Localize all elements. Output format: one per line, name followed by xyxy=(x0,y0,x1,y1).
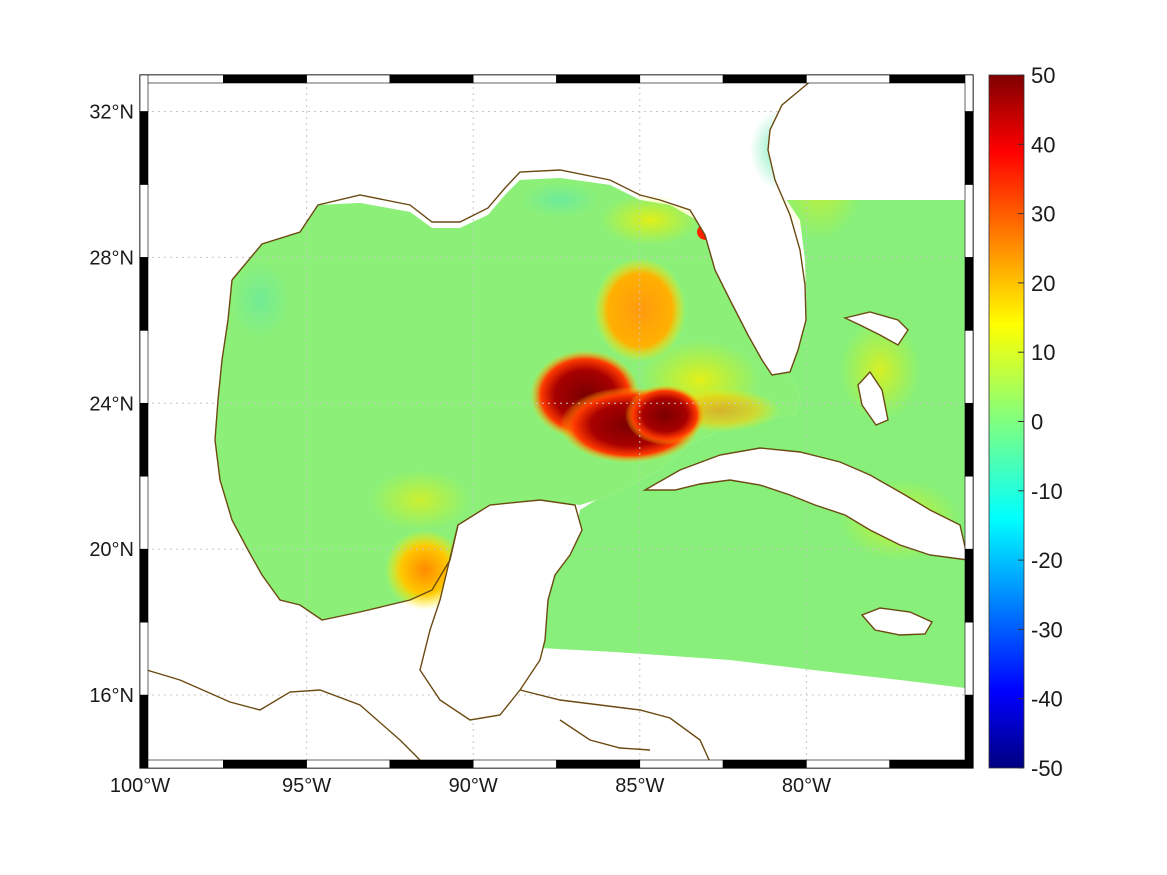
mainland-outline xyxy=(139,169,711,763)
border-seg-left xyxy=(139,402,149,477)
cuba-coast xyxy=(642,447,969,561)
border-seg-top xyxy=(889,74,974,84)
border-seg-left xyxy=(139,74,149,112)
border-seg-top xyxy=(472,74,557,84)
border-seg-right xyxy=(964,475,974,550)
border-seg-right xyxy=(964,402,974,477)
border-seg-bottom xyxy=(223,759,307,769)
yucatan-coast xyxy=(419,499,583,721)
lat-tick-label: 28°N xyxy=(89,247,134,269)
border-seg-left xyxy=(139,111,149,185)
lat-tick-label: 24°N xyxy=(89,393,134,415)
latitude-labels: 16°N 20°N 24°N 28°N 32°N xyxy=(89,101,134,707)
border-seg-left xyxy=(139,184,149,258)
border-seg-bottom xyxy=(389,759,474,769)
border-seg-right xyxy=(964,548,974,623)
lon-tick-label: 85°W xyxy=(615,775,664,797)
jamaica-coast xyxy=(860,607,933,636)
border-seg-top xyxy=(556,74,641,84)
coastlines xyxy=(419,79,973,721)
lat-tick-label: 32°N xyxy=(89,101,134,123)
colorbar-tick-label: 0 xyxy=(1031,410,1043,435)
lat-tick-label: 16°N xyxy=(89,685,134,707)
border-seg-bottom xyxy=(306,759,391,769)
longitude-labels: 100°W 95°W 90°W 85°W 80°W xyxy=(110,775,831,797)
colorbar-tick-label: -50 xyxy=(1031,756,1063,781)
border-seg-top xyxy=(639,74,724,84)
border-seg-left xyxy=(139,694,149,769)
lon-tick-label: 80°W xyxy=(782,775,831,797)
colorbar-labels: 50 40 30 20 10 0 -10 -20 -30 -40 -50 xyxy=(1018,63,1063,781)
florida-coast xyxy=(659,79,973,376)
colorbar-tick-label: 10 xyxy=(1031,340,1055,365)
border-seg-right xyxy=(964,257,974,331)
border-seg-bottom xyxy=(139,759,224,769)
colorbar-tick-label: -40 xyxy=(1031,687,1063,712)
border-seg-top xyxy=(389,74,474,84)
border-seg-top xyxy=(139,74,224,84)
border-seg-left xyxy=(139,548,149,623)
border-seg-top xyxy=(806,74,891,84)
loop-current-core-feature xyxy=(530,350,705,463)
colorbar-tick-label: 40 xyxy=(1031,132,1055,157)
border-seg-right xyxy=(964,330,974,404)
border-seg-bottom xyxy=(806,759,891,769)
bahamas-coast xyxy=(857,370,889,426)
colorbar-tick-label: -10 xyxy=(1031,479,1063,504)
border-seg-top xyxy=(306,74,391,84)
border-seg-bottom xyxy=(722,759,807,769)
border-seg-top xyxy=(722,74,807,84)
border-seg-bottom xyxy=(889,759,974,769)
yellow-patch-4 xyxy=(370,470,470,530)
border-seg-right xyxy=(964,694,974,769)
border-seg-left xyxy=(139,475,149,550)
cyan-patch-3 xyxy=(230,260,290,340)
border-seg-right xyxy=(964,74,974,112)
lon-tick-label: 100°W xyxy=(110,775,170,797)
frame-checker-border xyxy=(139,74,974,769)
border-seg-right xyxy=(964,184,974,258)
lon-tick-label: 95°W xyxy=(282,775,331,797)
border-seg-left xyxy=(139,621,149,696)
yellow-patch-2 xyxy=(600,195,700,245)
colorbar-tick-label: 50 xyxy=(1031,63,1055,88)
bahamas-coast-2 xyxy=(842,311,909,346)
border-seg-bottom xyxy=(556,759,641,769)
border-seg-left xyxy=(139,330,149,404)
border-seg-right xyxy=(964,111,974,185)
colorbar-tick-label: -20 xyxy=(1031,548,1063,573)
colorbar-tick-label: 20 xyxy=(1031,271,1055,296)
lon-tick-label: 90°W xyxy=(449,775,498,797)
lat-tick-label: 20°N xyxy=(89,539,134,561)
border-seg-left xyxy=(139,257,149,331)
border-seg-right xyxy=(964,621,974,696)
colorbar-tick-label: -30 xyxy=(1031,617,1063,642)
colorbar-tick-label: 30 xyxy=(1031,202,1055,227)
border-seg-bottom xyxy=(472,759,557,769)
border-seg-top xyxy=(223,74,307,84)
border-seg-bottom xyxy=(639,759,724,769)
cyan-patch-4 xyxy=(520,182,600,218)
